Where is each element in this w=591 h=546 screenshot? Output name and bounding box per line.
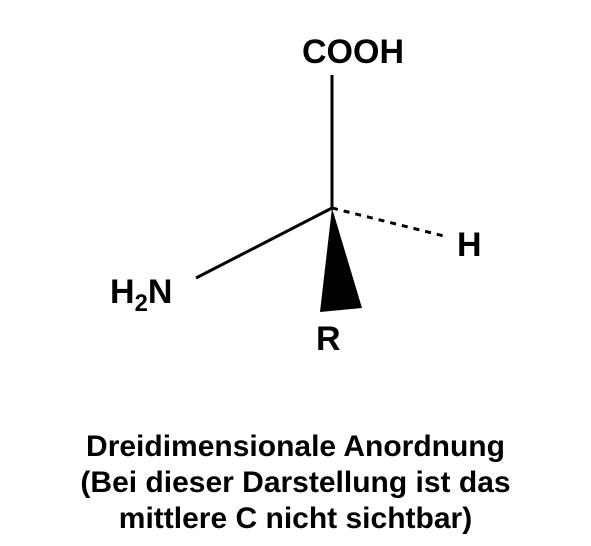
label-h2n-n: N (148, 273, 173, 311)
label-h2n: H2N (110, 273, 172, 312)
bond-r-wedge (320, 208, 362, 312)
label-r: R (316, 320, 341, 359)
bond-h2n (196, 208, 332, 278)
label-cooh: COOH (302, 33, 404, 72)
label-h2n-2: 2 (135, 290, 148, 317)
caption-line-1: Dreidimensionale Anordnung (0, 429, 591, 465)
caption-line-2: (Bei dieser Darstellung ist das (0, 465, 591, 501)
bond-h-dashed (332, 208, 444, 236)
caption-line-3: mittlere C nicht sichtbar) (0, 501, 591, 537)
label-h2n-h: H (110, 273, 135, 311)
caption: Dreidimensionale Anordnung (Bei dieser D… (0, 429, 591, 537)
label-h: H (457, 226, 482, 265)
